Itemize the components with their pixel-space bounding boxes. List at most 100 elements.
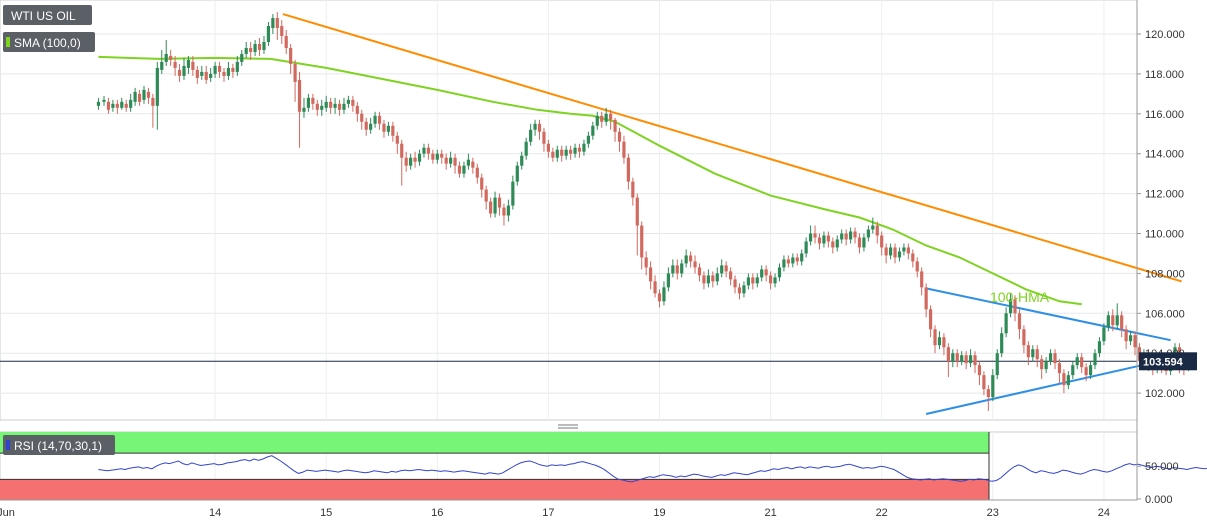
candle xyxy=(96,97,101,110)
hma-line xyxy=(98,55,1082,306)
candle xyxy=(1004,307,1008,338)
panel-resize-handle[interactable] xyxy=(558,424,578,429)
candle xyxy=(702,271,706,290)
candle-body xyxy=(457,165,462,174)
candle xyxy=(706,269,710,288)
candle xyxy=(351,95,355,112)
candle xyxy=(697,263,702,282)
candle xyxy=(653,275,657,298)
candle xyxy=(529,123,533,146)
candle-body xyxy=(1040,359,1044,370)
candle xyxy=(582,139,586,156)
candle-body xyxy=(106,101,111,110)
candle-body xyxy=(409,157,413,166)
candle-body xyxy=(1017,313,1022,330)
candle-body xyxy=(529,129,533,142)
candle xyxy=(1133,331,1137,356)
candle xyxy=(435,149,439,164)
candle xyxy=(631,177,635,206)
candle-body xyxy=(808,233,813,242)
candle xyxy=(986,385,990,412)
candle-body xyxy=(337,103,342,110)
candle xyxy=(244,41,248,58)
candle-body xyxy=(493,197,497,214)
candle-body xyxy=(991,375,995,398)
candle-body xyxy=(933,329,937,346)
candle xyxy=(1120,311,1124,338)
candle-body xyxy=(737,287,742,294)
candle xyxy=(360,109,364,130)
candle xyxy=(804,237,808,258)
candle-body xyxy=(764,269,768,276)
candle xyxy=(564,145,568,160)
candle-body xyxy=(635,197,639,226)
candle-body xyxy=(471,161,475,168)
candle xyxy=(151,93,155,128)
candle xyxy=(146,87,151,104)
indicator-badge[interactable]: SMA (100,0) xyxy=(3,32,95,52)
candle xyxy=(888,243,893,260)
candle-body xyxy=(968,355,973,364)
candle-body xyxy=(684,255,688,264)
candle-body xyxy=(137,93,142,102)
candle-body xyxy=(369,123,373,130)
candle-body xyxy=(657,293,662,302)
candle-body xyxy=(706,275,710,284)
candle-body xyxy=(604,113,608,122)
candle xyxy=(782,255,786,272)
candle xyxy=(755,273,759,288)
candle-body xyxy=(1031,349,1035,358)
candle-body xyxy=(289,47,293,64)
candle xyxy=(555,145,559,162)
candle xyxy=(1000,327,1004,358)
candle xyxy=(666,267,670,292)
candle-body xyxy=(1106,315,1110,328)
candle xyxy=(977,361,982,386)
candle xyxy=(1075,353,1079,370)
candle-body xyxy=(422,147,426,154)
candle xyxy=(724,261,728,278)
candle-body xyxy=(417,153,422,162)
candle xyxy=(1031,345,1035,362)
candle-body xyxy=(649,267,653,282)
candle xyxy=(671,259,675,278)
candle-body xyxy=(413,157,417,162)
candle xyxy=(417,149,422,166)
candle-body xyxy=(671,265,675,274)
candle-body xyxy=(746,277,750,286)
candle-body xyxy=(720,265,724,274)
candle xyxy=(857,233,862,254)
candle-body xyxy=(204,71,208,80)
rsi-badge[interactable]: RSI (14,70,30,1) xyxy=(3,435,115,455)
symbol-badge[interactable]: WTI US OIL xyxy=(3,5,92,25)
candle xyxy=(928,305,933,338)
rsi-oversold-zone xyxy=(0,479,989,500)
candle-body xyxy=(782,259,786,268)
candle xyxy=(1106,311,1110,332)
candle-body xyxy=(1111,315,1115,326)
candle xyxy=(506,199,511,222)
candle-body xyxy=(524,141,528,156)
candle xyxy=(271,14,275,34)
candle-body xyxy=(111,103,115,108)
candle xyxy=(626,153,630,190)
candle xyxy=(386,121,391,136)
candle xyxy=(200,65,204,80)
candle xyxy=(600,111,604,128)
candle xyxy=(137,89,142,106)
candle-body xyxy=(373,115,377,124)
symbol-label: WTI US OIL xyxy=(11,9,76,23)
candle-body xyxy=(893,247,897,258)
candle xyxy=(355,101,359,122)
candle xyxy=(609,109,613,130)
candle xyxy=(400,139,404,186)
candle xyxy=(911,249,915,268)
candle xyxy=(853,227,857,244)
candle-body xyxy=(102,99,106,102)
candle xyxy=(297,71,302,148)
candle xyxy=(893,243,897,264)
candle-body xyxy=(928,309,933,330)
candle xyxy=(995,349,999,380)
candle xyxy=(840,229,844,244)
candle xyxy=(395,131,399,154)
